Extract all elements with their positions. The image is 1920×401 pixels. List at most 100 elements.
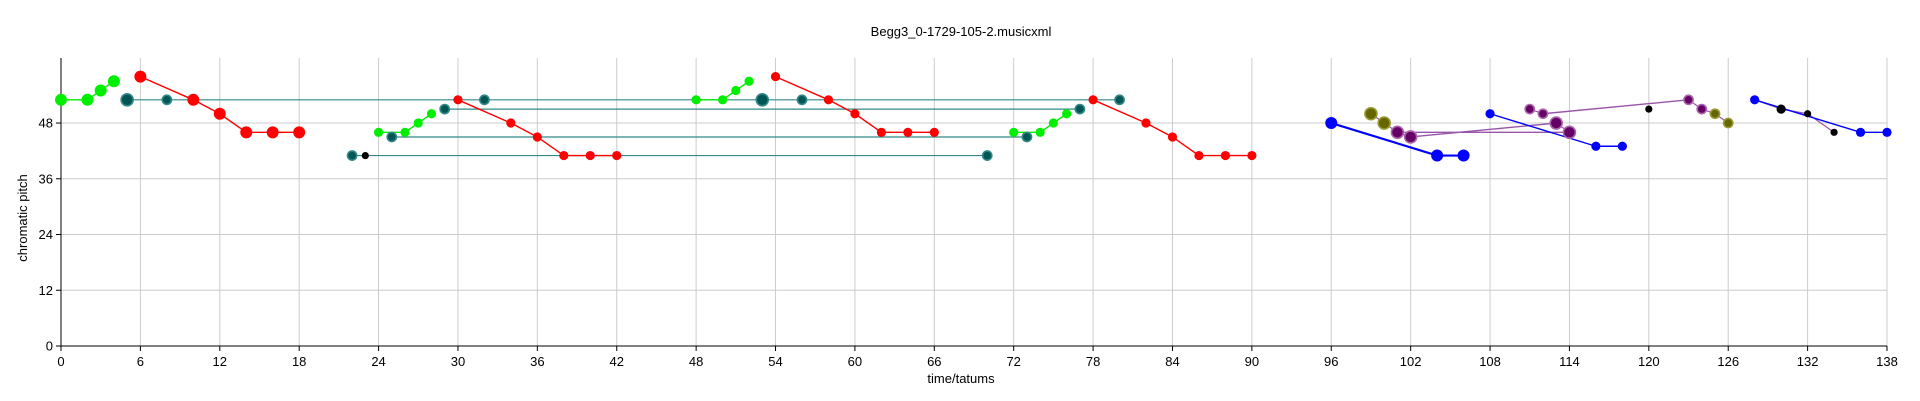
y-tick-label: 36 xyxy=(39,171,53,186)
data-point xyxy=(1390,125,1405,140)
series-segment xyxy=(1489,113,1597,147)
data-point xyxy=(161,94,173,106)
data-point xyxy=(717,95,728,105)
data-point xyxy=(1167,132,1178,142)
series-segment xyxy=(775,75,829,101)
data-point xyxy=(612,150,622,161)
data-point xyxy=(850,109,860,119)
data-point xyxy=(1617,141,1627,151)
x-tick-label: 114 xyxy=(1559,354,1580,369)
x-tick-label: 72 xyxy=(1006,354,1020,369)
data-point xyxy=(1882,127,1892,137)
data-point xyxy=(1247,150,1257,161)
x-tick-label: 138 xyxy=(1876,354,1898,369)
data-point xyxy=(1709,108,1721,120)
data-point xyxy=(796,94,808,106)
data-point xyxy=(1114,94,1125,106)
x-tick-label: 30 xyxy=(451,354,465,369)
x-tick-label: 66 xyxy=(927,354,941,369)
data-point xyxy=(213,107,226,120)
series-segment xyxy=(140,75,194,101)
x-tick-label: 42 xyxy=(610,354,624,369)
x-tick-label: 90 xyxy=(1245,354,1259,369)
series-segment xyxy=(536,136,565,157)
x-tick-label: 102 xyxy=(1400,354,1422,369)
data-point xyxy=(293,126,306,139)
x-tick-label: 24 xyxy=(371,354,385,369)
x-tick-label: 60 xyxy=(848,354,862,369)
data-point xyxy=(1591,141,1601,151)
data-point xyxy=(1562,125,1577,140)
link-line xyxy=(1410,122,1557,138)
data-point xyxy=(1830,128,1838,136)
y-tick-label: 12 xyxy=(39,283,53,298)
data-point xyxy=(94,84,107,97)
data-point xyxy=(1722,117,1734,129)
data-point xyxy=(585,150,595,161)
y-axis-label: chromatic pitch xyxy=(15,174,30,261)
data-point xyxy=(981,150,993,161)
data-point xyxy=(346,150,358,161)
data-point xyxy=(1062,109,1072,119)
data-point xyxy=(1696,103,1708,115)
data-point xyxy=(81,93,94,106)
data-point xyxy=(1549,116,1564,130)
data-point xyxy=(744,76,754,86)
x-tick-label: 126 xyxy=(1717,354,1739,369)
data-point xyxy=(506,118,516,128)
data-point xyxy=(1088,95,1098,105)
data-point xyxy=(1074,103,1086,115)
series-segment xyxy=(1145,122,1173,138)
series-segment xyxy=(457,99,512,124)
data-point xyxy=(120,93,134,107)
x-tick-label: 48 xyxy=(689,354,703,369)
data-point xyxy=(1364,106,1378,121)
data-point xyxy=(1804,110,1812,118)
data-point xyxy=(1855,127,1866,137)
data-point xyxy=(439,103,451,115)
data-point xyxy=(361,151,369,160)
data-point xyxy=(240,126,253,139)
data-point xyxy=(1220,150,1231,161)
data-points xyxy=(55,70,1892,162)
data-point xyxy=(107,75,120,88)
data-point xyxy=(532,132,542,142)
y-tick-label: 24 xyxy=(39,227,53,242)
series-segment xyxy=(1172,136,1200,157)
data-point xyxy=(691,95,701,105)
data-point xyxy=(1645,105,1653,113)
data-point xyxy=(929,127,939,137)
data-point xyxy=(1485,109,1495,119)
link-line xyxy=(1542,99,1689,115)
series-segment xyxy=(510,122,538,138)
data-point xyxy=(1431,149,1444,162)
data-point xyxy=(453,95,463,105)
data-point xyxy=(1141,118,1151,128)
series-segment xyxy=(1330,121,1438,157)
data-point xyxy=(479,94,490,106)
data-point xyxy=(770,71,781,82)
axes xyxy=(60,58,1887,347)
x-tick-label: 132 xyxy=(1797,354,1819,369)
links xyxy=(61,75,1887,157)
data-point xyxy=(400,127,410,137)
data-point xyxy=(1048,118,1058,128)
data-point xyxy=(731,85,741,96)
x-tick-label: 18 xyxy=(292,354,306,369)
data-point xyxy=(386,131,398,143)
data-point xyxy=(1377,116,1391,130)
data-point xyxy=(1021,131,1033,143)
x-tick-label: 54 xyxy=(768,354,782,369)
data-point xyxy=(1009,127,1019,137)
data-point xyxy=(373,127,384,137)
data-point xyxy=(413,118,423,128)
x-tick-label: 12 xyxy=(213,354,227,369)
data-point xyxy=(426,109,437,119)
ticks: 0 6 12 18 24 30 36 42 48 54 60 66 72 78 84 90 96 102 108 11… xyxy=(39,116,1898,369)
x-tick-label: 96 xyxy=(1324,354,1338,369)
x-tick-label: 78 xyxy=(1086,354,1100,369)
chart-title: Begg3_0-1729-105-2.musicxml xyxy=(871,24,1052,39)
data-point xyxy=(1457,149,1470,162)
data-point xyxy=(876,127,886,137)
data-point xyxy=(266,126,279,139)
